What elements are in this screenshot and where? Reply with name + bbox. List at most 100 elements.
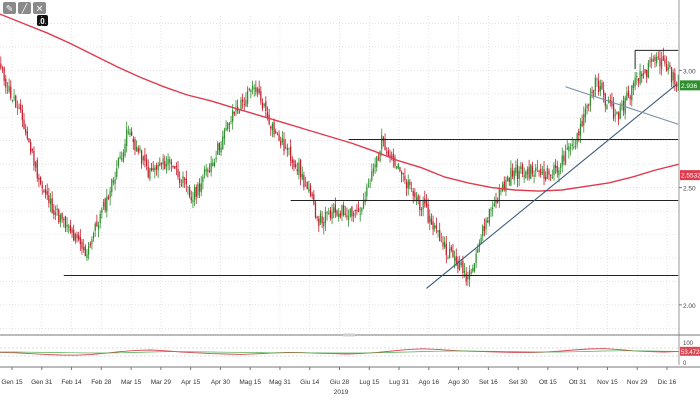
candle (89, 241, 91, 248)
candle (91, 236, 93, 250)
x-tick-label: Nov 29 (627, 379, 648, 386)
candle (351, 205, 353, 222)
candle (525, 170, 527, 179)
candle-body (147, 166, 149, 178)
candle (213, 158, 216, 168)
candle-body (531, 165, 534, 174)
candle-body (554, 165, 557, 168)
candle-body (468, 270, 471, 280)
last-price-tag: 2.936 (680, 80, 700, 91)
candle (452, 243, 454, 258)
candle (20, 99, 22, 114)
candle (51, 191, 53, 214)
candle-body (619, 106, 621, 119)
candle (356, 204, 358, 216)
candle-body (212, 162, 214, 167)
candle-body (64, 216, 67, 229)
line-draw-tool-button[interactable]: ╱ (18, 2, 31, 15)
candle-body (111, 179, 113, 193)
candle-body (228, 123, 230, 125)
candle-body (179, 178, 181, 184)
candle-body (167, 158, 169, 165)
candle (554, 158, 557, 174)
candle-body (61, 213, 63, 220)
candle (394, 154, 396, 169)
candle-body (455, 256, 457, 264)
candle-body (334, 204, 336, 213)
candle-body (550, 174, 552, 176)
candle (477, 243, 479, 253)
candle-body (97, 225, 100, 230)
trend-line[interactable] (565, 86, 679, 125)
candle (488, 208, 491, 227)
candle (198, 178, 201, 199)
candle (30, 138, 32, 155)
candle (149, 167, 151, 182)
candle (38, 173, 40, 188)
candle-body (523, 175, 525, 177)
panel-resize-handle[interactable] (343, 333, 355, 337)
candle-body (409, 181, 411, 186)
candle (28, 137, 30, 143)
x-tick-label: Gen 15 (1, 379, 23, 386)
candle (298, 158, 300, 180)
candle-body (445, 244, 447, 256)
candle (142, 155, 144, 166)
candle-body (107, 196, 110, 199)
candle (530, 163, 532, 180)
candle (174, 165, 176, 170)
ma-value-tag: 2.5532 (680, 170, 700, 181)
candle-body (293, 160, 295, 168)
candle (41, 180, 43, 195)
candle-body (434, 225, 436, 229)
candle (646, 69, 648, 83)
candle-body (51, 198, 53, 213)
candle (515, 160, 517, 176)
candle-body (15, 95, 17, 108)
x-tick-label: Ott 31 (569, 379, 587, 386)
candle-body (202, 176, 204, 182)
eraser-tool-button[interactable]: ✕ (33, 2, 46, 14)
candle (470, 268, 472, 275)
candle (665, 56, 668, 72)
candle-body (654, 57, 656, 61)
candle (83, 239, 85, 253)
candle-body (607, 101, 610, 103)
candle-body (462, 260, 464, 273)
candle-body (424, 198, 426, 204)
candle (66, 217, 68, 233)
candle (94, 221, 96, 237)
candle-body (261, 102, 264, 110)
candle-body (414, 192, 416, 198)
candle (369, 178, 371, 189)
candle-body (175, 166, 178, 168)
candle-body (407, 180, 409, 189)
candle (251, 80, 254, 95)
candle (92, 231, 95, 242)
candle-body (233, 111, 235, 115)
candle (293, 158, 295, 172)
candle-body (611, 100, 613, 106)
candle-body (240, 99, 242, 111)
candle-body (616, 111, 618, 114)
trend-line[interactable] (426, 83, 677, 289)
candle (384, 133, 386, 151)
candle-body (246, 91, 249, 104)
candle-body (367, 185, 370, 187)
candle-body (603, 89, 605, 95)
candle (468, 265, 471, 287)
pencil-tool-button[interactable]: ✎ (3, 2, 16, 14)
indicator-count-button[interactable]: 0 (37, 15, 48, 26)
candle-body (591, 91, 593, 94)
candle-body (87, 245, 90, 255)
candle-body (526, 169, 529, 175)
candle-body (513, 170, 515, 180)
candle (237, 99, 239, 115)
candle (611, 92, 613, 109)
candle-body (452, 249, 454, 258)
candle-body (387, 150, 389, 156)
candle (223, 127, 226, 145)
candle-body (145, 159, 148, 167)
candle (124, 138, 126, 158)
candle (540, 163, 542, 178)
